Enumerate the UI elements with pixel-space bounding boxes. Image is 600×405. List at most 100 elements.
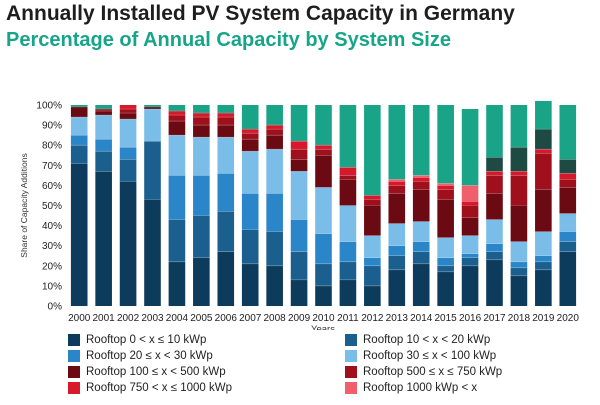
bar-segment <box>290 251 308 280</box>
y-tick-label: 80% <box>42 141 62 152</box>
bar-segment <box>559 231 577 242</box>
bar-segment <box>193 215 210 258</box>
bar-segment <box>144 109 161 142</box>
bar-segment <box>193 105 210 114</box>
x-tick-label: 2000 <box>68 313 91 324</box>
bar-segment <box>95 105 112 110</box>
bar-segment <box>315 187 332 234</box>
bar-segment <box>437 265 454 272</box>
bar-segment <box>241 105 259 130</box>
bar-segment <box>339 241 357 262</box>
bar-segment <box>486 175 503 194</box>
bar-segment <box>168 121 186 136</box>
bar-segment <box>388 185 406 194</box>
bar-segment <box>266 149 283 194</box>
bar-segment <box>486 259 503 306</box>
x-tick-label: 2020 <box>557 313 580 324</box>
y-tick-label: 20% <box>42 261 62 272</box>
bar-segment <box>535 153 552 190</box>
y-axis-label: Share of Capacity Additions <box>19 153 29 257</box>
bar-segment <box>70 135 88 146</box>
legend-label: Rooftop 10 < x < 20 kWp <box>363 334 491 346</box>
x-tick-label: 2001 <box>93 313 116 324</box>
bar-segment <box>119 159 137 182</box>
bar-segment <box>266 231 283 266</box>
legend-swatch <box>345 334 357 346</box>
bar-segment <box>95 171 112 306</box>
legend-label: Rooftop 1000 kWp < x <box>363 382 478 394</box>
bar-segment <box>461 253 479 258</box>
bar-segment <box>241 151 259 194</box>
bar-segment <box>461 217 479 236</box>
bar-segment <box>535 149 552 154</box>
bar-segment <box>559 179 577 188</box>
bar-segment <box>315 145 332 150</box>
bar-segment <box>412 175 430 178</box>
bar-segment <box>437 237 454 258</box>
bar-segment <box>144 105 161 108</box>
bar-segment <box>70 145 88 164</box>
bar-segment <box>437 185 454 190</box>
bar-segment <box>461 235 479 254</box>
bar-segment <box>193 125 210 138</box>
bar-segment <box>290 171 308 220</box>
bar-segment <box>339 105 357 168</box>
bar-segment <box>461 201 479 206</box>
bar-segment <box>486 243 503 252</box>
bar-segment <box>535 261 552 270</box>
bar-segment <box>510 105 528 148</box>
x-tick-label: 2006 <box>215 313 238 324</box>
legend-swatch <box>68 366 80 378</box>
bar-segment <box>364 285 381 306</box>
bar-segment <box>119 109 137 114</box>
bar-segment <box>266 105 283 126</box>
bar-segment <box>364 105 381 196</box>
bar-segment <box>193 117 210 126</box>
bar-segment <box>266 193 283 232</box>
legend-label: Rooftop 500 ≤ x ≤ 750 kWp <box>363 366 503 378</box>
chart-subtitle: Percentage of Annual Capacity by System … <box>6 29 451 51</box>
bar-segment <box>388 179 406 182</box>
bar-segment <box>315 233 332 264</box>
bar-segment <box>119 181 137 306</box>
x-tick-label: 2019 <box>532 313 555 324</box>
bar-segment <box>388 105 406 180</box>
chart-title: Annually Installed PV System Capacity in… <box>6 2 515 25</box>
x-tick-label: 2018 <box>508 313 531 324</box>
bar-segment <box>241 229 259 264</box>
legend-swatch <box>345 350 357 362</box>
bar-segment <box>388 193 406 224</box>
bar-segment <box>364 195 381 200</box>
bar-segment <box>388 245 406 256</box>
x-tick-label: 2014 <box>410 313 433 324</box>
x-tick-label: 2012 <box>361 313 384 324</box>
bar-segment <box>388 269 406 306</box>
bar-segment <box>412 221 430 242</box>
bar-segment <box>486 171 503 176</box>
bar-segment <box>315 155 332 188</box>
x-tick-label: 2007 <box>239 313 262 324</box>
bar-segment <box>510 267 528 276</box>
y-tick-label: 30% <box>42 241 62 252</box>
y-tick-label: 0% <box>48 302 63 313</box>
bar-segment <box>510 175 528 206</box>
bar-segment <box>486 219 503 244</box>
bar-segment <box>217 211 235 252</box>
legend-item: Rooftop 750 < x ≤ 1000 kWp <box>68 380 232 396</box>
bar-segment <box>290 141 308 150</box>
bar-segment <box>412 181 430 190</box>
bar-segment <box>559 251 577 306</box>
bar-segment <box>266 125 283 130</box>
bar-segment <box>217 137 235 174</box>
bar-segment <box>412 177 430 182</box>
bar-segment <box>535 269 552 306</box>
bar-segment <box>144 107 161 110</box>
bar-segment <box>315 285 332 306</box>
y-tick-label: 60% <box>42 181 62 192</box>
x-tick-label: 2011 <box>337 313 359 324</box>
bar-segment <box>559 241 577 252</box>
bar-segment <box>559 159 577 174</box>
bar-segment <box>486 251 503 260</box>
bar-segment <box>168 115 186 122</box>
bar-segment <box>168 219 186 262</box>
